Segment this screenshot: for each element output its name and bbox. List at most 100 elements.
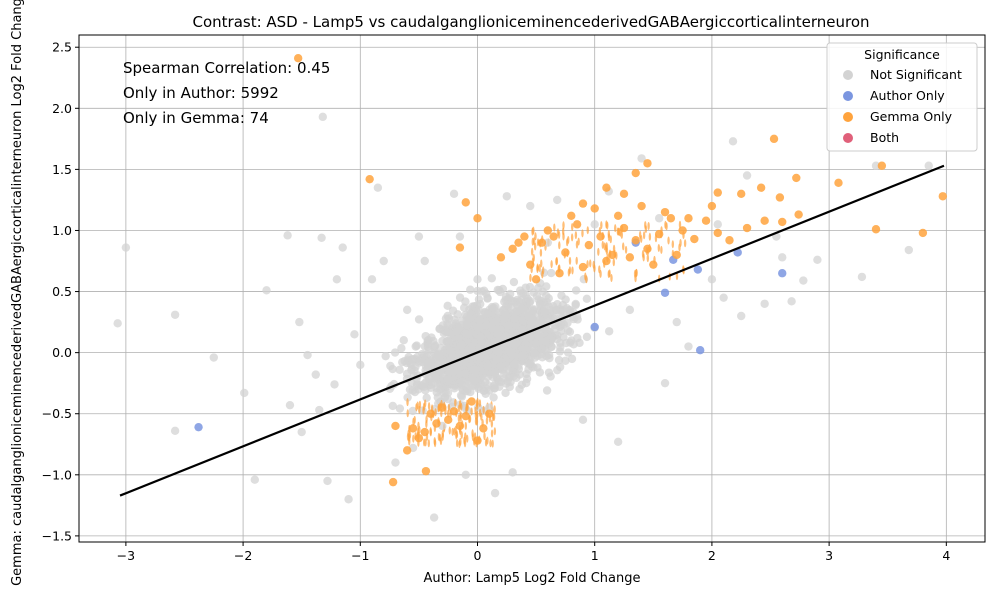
cloud-point-gemma: [618, 227, 621, 236]
point-gemma-only: [871, 225, 881, 234]
cloud-point: [582, 294, 592, 304]
cloud-point-gemma: [457, 414, 461, 423]
point-gemma-only: [643, 159, 652, 168]
point-gemma-only: [578, 199, 588, 208]
cloud-point-gemma: [475, 399, 479, 408]
cloud-point-gemma: [575, 240, 579, 249]
cloud-point: [535, 300, 545, 309]
cloud-point: [527, 318, 536, 328]
cloud-point: [571, 300, 580, 310]
cloud-point-gemma: [459, 413, 462, 422]
point-not-significant: [420, 256, 429, 266]
point-gemma-only: [713, 228, 722, 238]
cloud-point: [571, 286, 581, 295]
x-tick-label: 2: [708, 548, 716, 563]
point-gemma-only: [631, 168, 640, 178]
point-gemma-only: [514, 238, 523, 247]
point-gemma-only: [455, 243, 465, 252]
cloud-point: [561, 356, 570, 365]
cloud-point: [443, 336, 453, 345]
point-gemma-only: [596, 232, 605, 241]
point-gemma-only: [877, 161, 887, 170]
point-gemma-only: [537, 238, 547, 247]
cloud-point-gemma: [575, 256, 578, 265]
cloud-point-gemma: [474, 417, 478, 426]
point-not-significant: [490, 488, 500, 498]
cloud-point-gemma: [592, 260, 595, 269]
point-author-only: [778, 269, 787, 278]
cloud-point: [493, 285, 502, 295]
cloud-point: [395, 365, 404, 374]
cloud-point: [423, 364, 432, 373]
cloud-point-gemma: [671, 240, 675, 249]
cloud-point-gemma: [568, 256, 572, 265]
cloud-point-gemma: [565, 238, 569, 247]
cloud-point-gemma: [667, 236, 670, 245]
cloud-point-gemma: [644, 225, 648, 234]
cloud-point-gemma: [640, 234, 643, 243]
cloud-point: [504, 366, 513, 376]
point-gemma-only: [426, 409, 435, 418]
cloud-point-gemma: [457, 404, 461, 413]
point-not-significant: [719, 293, 728, 302]
cloud-point: [555, 362, 565, 372]
point-gemma-only: [643, 244, 652, 253]
cloud-point: [518, 345, 528, 354]
cloud-point: [422, 393, 431, 403]
cloud-point: [542, 351, 551, 361]
cloud-point: [456, 391, 466, 400]
x-tick-label: 3: [825, 548, 833, 563]
point-not-significant: [318, 112, 327, 122]
chart-title: Contrast: ASD - Lamp5 vs caudalganglioni…: [192, 13, 869, 31]
cloud-point: [489, 303, 498, 313]
cloud-point: [518, 351, 527, 361]
cloud-point: [418, 357, 427, 367]
cloud-point-gemma: [412, 417, 415, 426]
cloud-point-gemma: [585, 275, 588, 284]
cloud-point: [565, 306, 575, 315]
cloud-point: [563, 348, 573, 357]
cloud-point: [423, 342, 433, 351]
point-not-significant: [813, 255, 822, 264]
point-gemma-only: [769, 134, 779, 144]
cloud-point-gemma: [598, 265, 601, 274]
cloud-point: [444, 375, 453, 384]
cloud-point-gemma: [490, 419, 494, 428]
cloud-point-gemma: [612, 258, 615, 267]
point-gemma-only: [293, 54, 303, 63]
cloud-point-gemma: [434, 408, 437, 417]
point-not-significant: [262, 286, 271, 295]
cloud-point: [435, 324, 444, 334]
cloud-point: [554, 355, 564, 365]
cloud-point-gemma: [451, 427, 454, 436]
cloud-point-gemma: [425, 420, 428, 429]
cloud-point: [455, 323, 464, 332]
cloud-point: [506, 377, 515, 387]
cloud-point: [407, 359, 416, 369]
cloud-point: [444, 314, 454, 323]
y-tick-label: 0.5: [52, 284, 72, 299]
y-tick-label: −0.5: [42, 406, 72, 421]
cloud-point-gemma: [532, 253, 535, 262]
cloud-point: [501, 292, 511, 302]
point-gemma-only: [654, 229, 664, 239]
cloud-point: [508, 339, 518, 348]
cloud-point-gemma: [612, 244, 616, 253]
cloud-point-gemma: [466, 403, 469, 412]
cloud-point: [381, 351, 390, 361]
x-tick-label: 4: [942, 548, 950, 563]
cloud-point-gemma: [427, 402, 431, 411]
cloud-point: [501, 332, 511, 341]
cloud-point: [510, 314, 519, 323]
x-tick-label: 0: [474, 548, 482, 563]
point-gemma-only: [625, 253, 635, 262]
y-tick-label: −1.0: [42, 467, 72, 482]
cloud-point-gemma: [412, 434, 415, 443]
cloud-point-gemma: [665, 222, 668, 231]
point-not-significant: [303, 350, 312, 360]
point-gemma-only: [684, 214, 693, 223]
cloud-point-gemma: [464, 421, 468, 430]
y-tick-label: 0.0: [52, 345, 72, 360]
point-not-significant: [672, 317, 681, 327]
